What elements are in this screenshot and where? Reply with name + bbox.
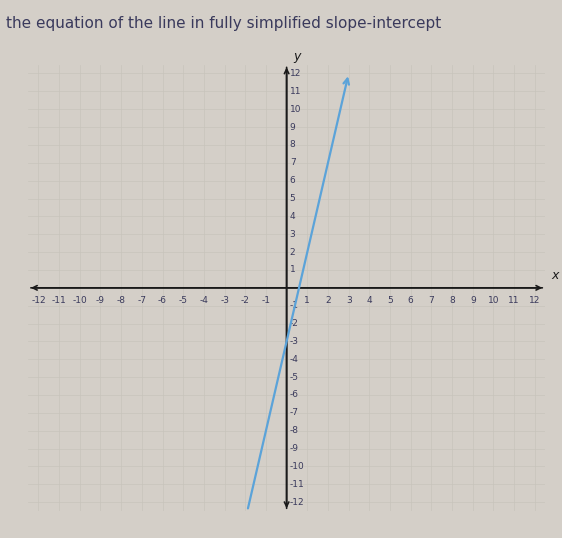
- Text: -8: -8: [290, 426, 299, 435]
- Text: x: x: [551, 270, 559, 282]
- Text: -7: -7: [137, 296, 146, 305]
- Text: 10: 10: [488, 296, 499, 305]
- Text: -9: -9: [290, 444, 299, 453]
- Text: 3: 3: [346, 296, 352, 305]
- Text: -11: -11: [290, 480, 305, 489]
- Text: 12: 12: [529, 296, 541, 305]
- Text: 11: 11: [509, 296, 520, 305]
- Text: -3: -3: [220, 296, 229, 305]
- Text: 6: 6: [290, 176, 296, 185]
- Text: 11: 11: [290, 87, 301, 96]
- Text: -4: -4: [200, 296, 209, 305]
- Text: -8: -8: [117, 296, 126, 305]
- Text: 7: 7: [428, 296, 434, 305]
- Text: -5: -5: [290, 373, 299, 381]
- Text: -6: -6: [290, 391, 299, 400]
- Text: -3: -3: [290, 337, 299, 346]
- Text: 10: 10: [290, 105, 301, 114]
- Text: 3: 3: [290, 230, 296, 239]
- Text: 1: 1: [305, 296, 310, 305]
- Text: -5: -5: [179, 296, 188, 305]
- Text: -2: -2: [241, 296, 250, 305]
- Text: 7: 7: [290, 158, 296, 167]
- Text: 1: 1: [290, 265, 296, 274]
- Text: the equation of the line in fully simplified slope-intercept: the equation of the line in fully simpli…: [6, 16, 441, 31]
- Text: -2: -2: [290, 319, 298, 328]
- Text: 2: 2: [290, 247, 296, 257]
- Text: -10: -10: [72, 296, 87, 305]
- Text: -1: -1: [261, 296, 270, 305]
- Text: 9: 9: [290, 123, 296, 132]
- Text: 12: 12: [290, 69, 301, 78]
- Text: 2: 2: [325, 296, 331, 305]
- Text: -12: -12: [31, 296, 46, 305]
- Text: -1: -1: [290, 301, 299, 310]
- Text: 8: 8: [290, 140, 296, 150]
- Text: 4: 4: [290, 212, 296, 221]
- Text: -10: -10: [290, 462, 305, 471]
- Text: -6: -6: [158, 296, 167, 305]
- Text: -11: -11: [52, 296, 66, 305]
- Text: 5: 5: [290, 194, 296, 203]
- Text: 8: 8: [449, 296, 455, 305]
- Text: -12: -12: [290, 498, 305, 507]
- Text: -9: -9: [96, 296, 105, 305]
- Text: -7: -7: [290, 408, 299, 417]
- Text: 9: 9: [470, 296, 475, 305]
- Text: -4: -4: [290, 355, 298, 364]
- Text: 4: 4: [366, 296, 372, 305]
- Text: 6: 6: [408, 296, 414, 305]
- Text: y: y: [293, 50, 300, 63]
- Text: 5: 5: [387, 296, 393, 305]
